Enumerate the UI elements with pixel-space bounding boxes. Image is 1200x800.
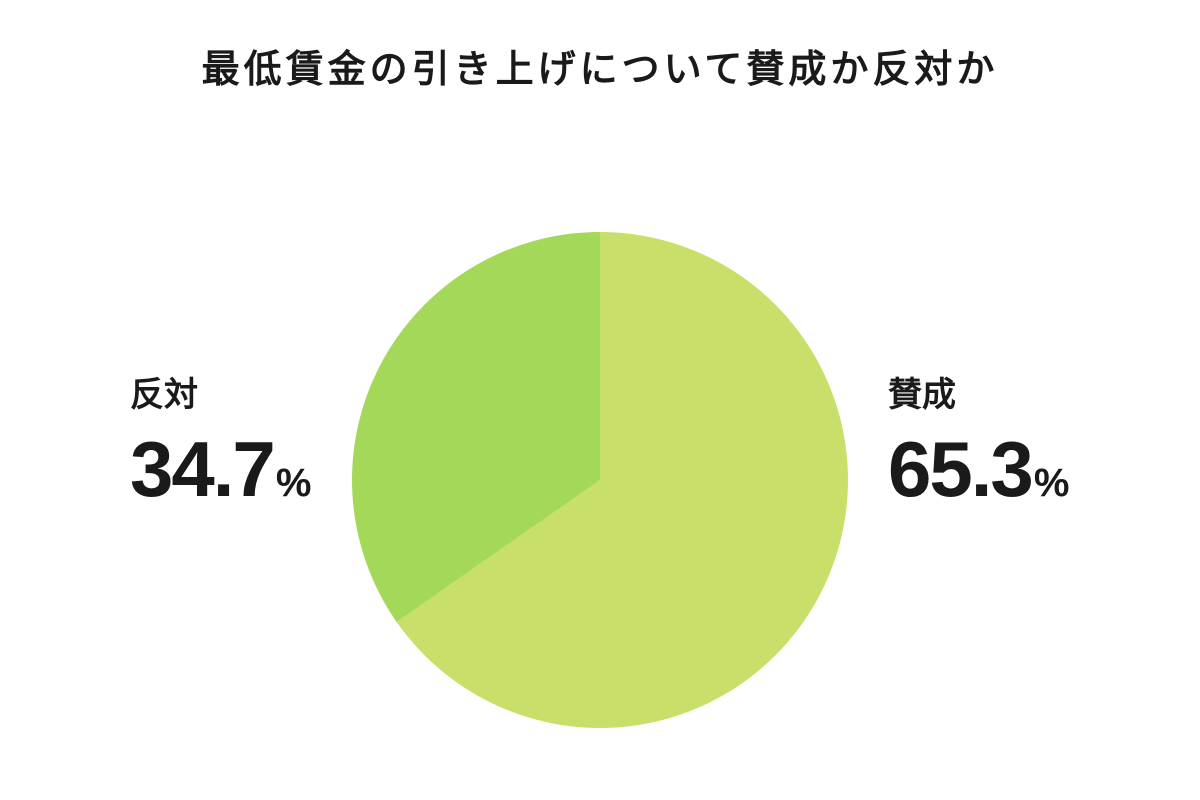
slice-label-oppose-value: 34.7% xyxy=(130,430,311,508)
slice-label-oppose-unit: % xyxy=(275,461,312,505)
pie-slice-oppose xyxy=(351,231,600,622)
chart-title: 最低賃金の引き上げについて賛成か反対か xyxy=(201,47,999,91)
slice-label-agree: 賛成 65.3% xyxy=(888,378,1069,508)
slice-label-oppose-number: 34.7 xyxy=(130,425,276,513)
slice-label-agree-number: 65.3 xyxy=(888,425,1034,513)
slice-label-agree-value: 65.3% xyxy=(888,430,1069,508)
slice-label-oppose: 反対 34.7% xyxy=(130,378,311,508)
slice-label-agree-name: 賛成 xyxy=(888,375,956,415)
slice-label-oppose-name: 反対 xyxy=(130,375,198,415)
slice-label-agree-unit: % xyxy=(1033,461,1070,505)
pie-slice-agree xyxy=(396,232,848,728)
